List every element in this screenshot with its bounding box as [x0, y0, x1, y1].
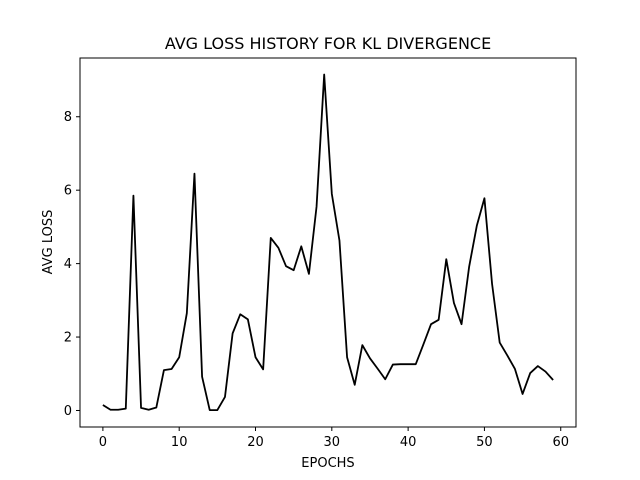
y-tick-label: 6	[64, 184, 72, 199]
y-tick-label: 4	[64, 257, 72, 272]
y-tick-label: 0	[64, 404, 72, 419]
x-tick-label: 50	[476, 435, 493, 450]
plot-frame	[79, 57, 577, 428]
y-axis: 0 2 4 6 8	[64, 110, 80, 419]
x-tick-label: 20	[247, 435, 264, 450]
series-line-0	[102, 73, 554, 412]
x-tick-label: 30	[324, 435, 341, 450]
x-axis: 0 10 20 30 40 50 60	[99, 427, 569, 450]
x-tick-label: 10	[171, 435, 188, 450]
chart-title: AVG LOSS HISTORY FOR KL DIVERGENCE	[165, 34, 491, 53]
plot-area	[102, 73, 554, 412]
y-tick-label: 8	[64, 110, 72, 125]
x-tick-label: 40	[400, 435, 417, 450]
y-axis-label: AVG LOSS	[41, 210, 56, 275]
y-tick-label: 2	[64, 331, 72, 346]
x-tick-label: 60	[552, 435, 569, 450]
x-axis-label: EPOCHS	[301, 456, 354, 471]
x-tick-label: 0	[99, 435, 107, 450]
